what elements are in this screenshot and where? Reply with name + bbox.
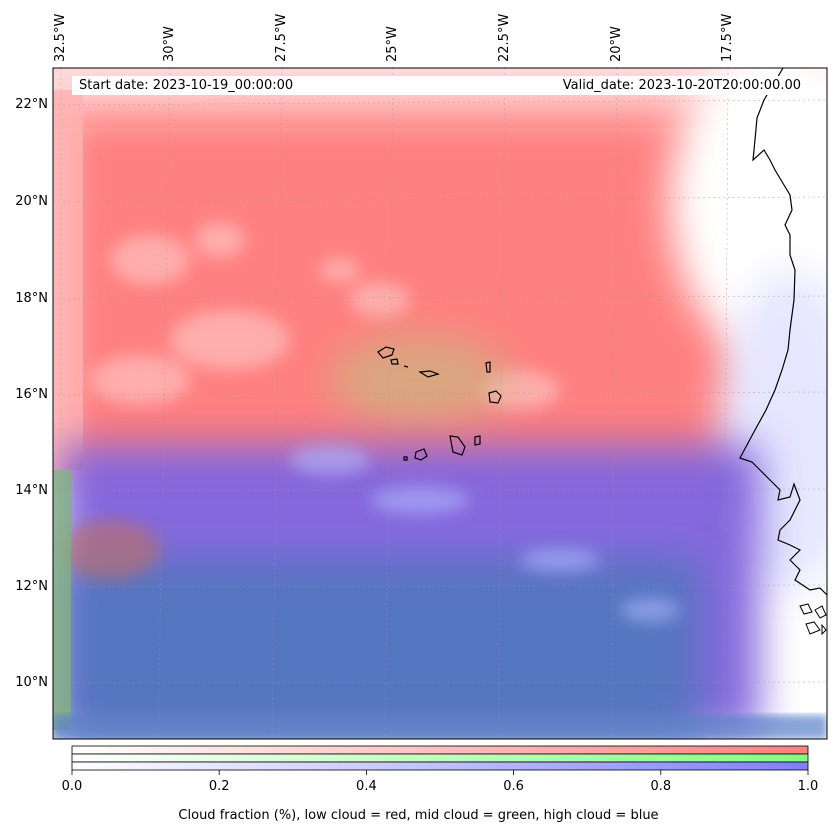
map-frame: [52, 67, 828, 740]
colorbar-tick-label: 0.6: [503, 779, 524, 794]
cape-verde-islands: [377, 346, 502, 461]
longitude-tick-label: 25°W: [385, 26, 400, 62]
colorbar-tick-label: 0.8: [650, 779, 672, 794]
colorbar-low-red: [71, 745, 809, 755]
date-header: [72, 76, 808, 95]
cloud-field: [53, 68, 827, 739]
coastal-islands: [799, 603, 827, 636]
valid-date: Valid_date: 2023-10-20T20:00:00.00: [562, 78, 801, 93]
mid-cloud-layer: [330, 335, 510, 425]
colorbar-tick-label: 0.4: [356, 779, 377, 794]
latitude-tick-label: 14°N: [15, 483, 48, 498]
colorbar-high-blue: [71, 761, 809, 771]
african-coastline: [739, 68, 827, 596]
colorbar-label: Cloud fraction (%), low cloud = red, mid…: [178, 808, 659, 823]
gridlines: [53, 68, 827, 739]
colorbar-mid-green: [71, 753, 809, 763]
latitude-tick-label: 12°N: [15, 579, 48, 594]
longitude-tick-label: 27.5°W: [274, 13, 289, 62]
start-date: Start date: 2023-10-19_00:00:00: [79, 78, 294, 93]
latitude-tick-label: 22°N: [15, 97, 48, 112]
longitude-tick-label: 17.5°W: [720, 13, 735, 62]
colorbar-tick-label: 1.0: [797, 779, 819, 794]
longitude-tick-label: 30°W: [162, 26, 177, 62]
latitude-tick-label: 16°N: [15, 387, 48, 402]
longitude-tick-label: 20°W: [609, 26, 624, 62]
colorbar: [71, 745, 809, 775]
latitude-tick-label: 18°N: [15, 291, 48, 306]
latitude-tick-label: 20°N: [15, 194, 48, 209]
colorbar-tick-label: 0.0: [61, 779, 83, 794]
longitude-tick-label: 22.5°W: [497, 13, 512, 62]
colorbar-tick-label: 0.2: [208, 779, 230, 794]
latitude-tick-label: 10°N: [15, 675, 48, 690]
longitude-tick-label: 32.5°W: [53, 13, 68, 62]
